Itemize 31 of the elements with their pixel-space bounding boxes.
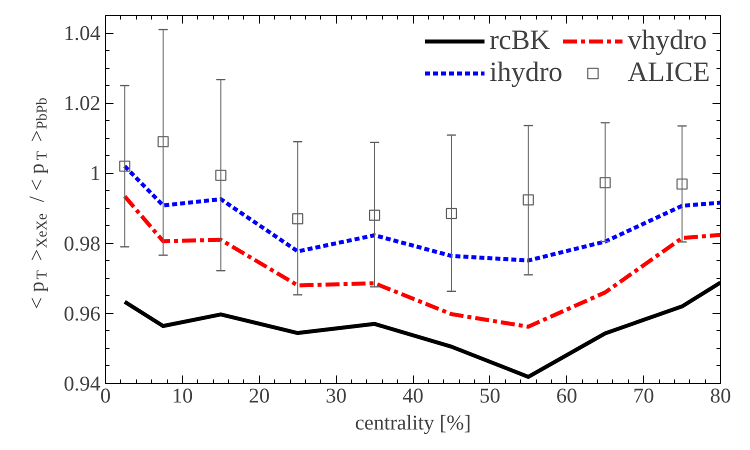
x-axis-title: centrality [%] xyxy=(354,410,472,434)
x-tick-label: 20 xyxy=(248,384,270,408)
point xyxy=(292,213,304,224)
y-axis-title: < pT >XeXe / < pT >PbPb xyxy=(24,98,50,310)
x-tick-label: 50 xyxy=(479,384,500,408)
x-tick-label: 70 xyxy=(633,384,654,408)
y-tick-label: 1.04 xyxy=(64,21,101,46)
point xyxy=(368,210,380,221)
legend-label: rcBK xyxy=(489,25,550,57)
point xyxy=(600,177,611,188)
x-tick-label: 30 xyxy=(326,384,347,408)
legend-label: vhydro xyxy=(628,25,707,57)
x-tick-label: 60 xyxy=(556,384,578,408)
x-tick-label: 10 xyxy=(172,384,193,408)
legend-label: ihydro xyxy=(489,57,563,89)
point xyxy=(119,160,130,172)
y-tick-label: 0.96 xyxy=(64,301,100,326)
legend-label: ALICE xyxy=(628,57,710,89)
point xyxy=(446,208,458,220)
y-tick-label: 1.02 xyxy=(64,91,100,116)
y-tick-label: 1 xyxy=(90,161,100,186)
point xyxy=(676,178,688,190)
x-tick-label: 40 xyxy=(402,384,424,408)
x-tick-label: 0 xyxy=(100,384,111,408)
point xyxy=(522,194,534,206)
y-tick-label: 0.98 xyxy=(64,231,100,256)
line-series xyxy=(122,194,720,329)
point xyxy=(215,170,226,181)
y-tick-label: 0.94 xyxy=(64,372,101,396)
point xyxy=(158,136,169,148)
x-tick-label: 80 xyxy=(710,384,731,408)
